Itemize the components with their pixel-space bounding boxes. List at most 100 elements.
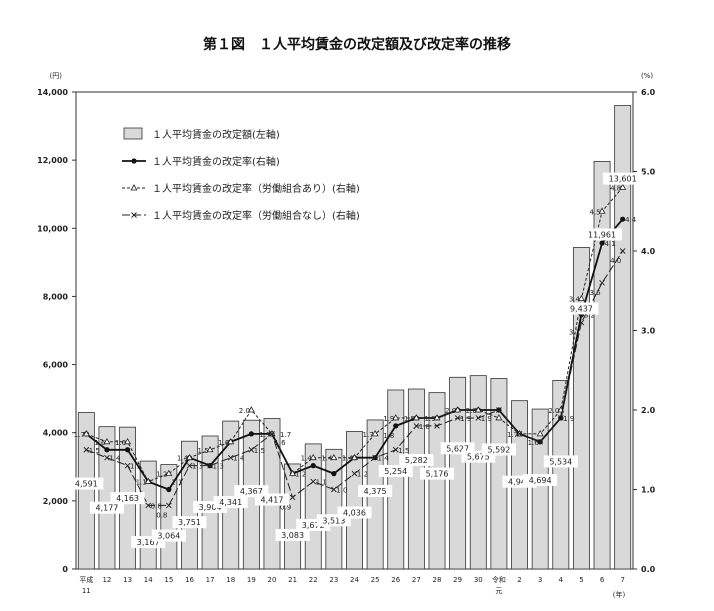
- x-axis-unit: (年): [613, 590, 626, 599]
- line-marker-triangle: [144, 477, 152, 484]
- rate-label: 1.4: [321, 455, 333, 463]
- line-marker-solid: [166, 486, 172, 493]
- line-marker-solid: [599, 240, 605, 246]
- bar-value-label: 5,675: [467, 453, 490, 462]
- bar-value-label: 4,177: [95, 504, 118, 513]
- rate-label: 1.6: [218, 439, 230, 447]
- rate-label: 1.7: [280, 431, 291, 439]
- legend-label: １人平均賃金の改定率（労働組合あり）(右軸): [152, 182, 360, 195]
- bar-value-label: 3,672: [302, 521, 325, 530]
- rate-label: 1.5: [398, 447, 409, 455]
- line-marker-x: [289, 494, 296, 501]
- bar: [490, 378, 508, 570]
- line-marker-x: [557, 415, 564, 421]
- x-tick-label: 4: [559, 576, 564, 584]
- bar-value-label-bg: [337, 506, 372, 519]
- rate-label: 0.9: [280, 503, 291, 511]
- bar: [428, 392, 446, 570]
- line-marker-x: [269, 431, 275, 437]
- bar-value-label-bg: [193, 500, 228, 513]
- rate-label: 1.4: [177, 455, 189, 463]
- bar-value-label-bg: [481, 443, 516, 456]
- x-tick-label: 19: [247, 576, 256, 584]
- right-axis-tick-label: 4.0: [641, 247, 656, 256]
- x-tick-label: 25: [371, 576, 380, 584]
- right-axis-tick-label: 5.0: [641, 168, 656, 177]
- line-marker-x: [619, 248, 626, 254]
- left-axis-tick-label: 10,000: [37, 224, 68, 233]
- right-axis-tick-label: 3.0: [641, 327, 656, 336]
- bar-value-label: 4,036: [343, 508, 366, 517]
- rate-label: 2.0: [466, 407, 477, 415]
- x-tick-label: 13: [123, 576, 132, 584]
- bar-value-label: 3,064: [157, 532, 180, 541]
- rate-label: 1.3: [213, 463, 224, 471]
- legend-swatch-bar: [123, 127, 143, 140]
- bar-value-label: 5,627: [446, 444, 469, 453]
- bar-value-label: 4,375: [364, 487, 387, 496]
- line-marker-x: [207, 462, 213, 469]
- bar-value-label-bg: [420, 467, 455, 480]
- x-tick-label: 7: [620, 576, 624, 584]
- bar-value-label-bg: [172, 516, 207, 529]
- rate-label: 1.4: [233, 455, 245, 463]
- left-axis-tick-label: 14,000: [37, 88, 68, 97]
- rate-label: 2.0: [548, 407, 559, 415]
- line-marker-triangle: [206, 445, 214, 453]
- line-marker-x: [578, 319, 585, 326]
- bar-value-label-bg: [523, 474, 558, 487]
- rate-label: 4.8: [610, 184, 621, 192]
- bar-value-label-bg: [151, 529, 186, 542]
- rate-label: 1.1: [316, 479, 327, 487]
- left-axis-tick-label: 12,000: [37, 156, 68, 165]
- bar: [614, 105, 632, 570]
- right-axis-tick-label: 6.0: [641, 88, 656, 97]
- rate-label: 3.4: [569, 296, 581, 304]
- legend-label: １人平均賃金の改定額(左軸): [152, 128, 280, 141]
- bar: [469, 375, 487, 570]
- bar-value-label-bg: [69, 477, 104, 490]
- line-marker-x: [83, 446, 90, 453]
- line-marker-solid: [620, 216, 626, 222]
- right-axis-tick-label: 0.0: [641, 565, 656, 574]
- rate-label: 4.0: [610, 257, 621, 265]
- line-marker-x: [475, 415, 482, 421]
- x-tick-label: 23: [329, 576, 338, 584]
- line-marker-x: [124, 462, 131, 469]
- line-marker-triangle: [598, 207, 606, 214]
- x-tick-label: 26: [391, 576, 400, 584]
- rate-label: 1.8: [383, 432, 394, 440]
- legend-marker: [130, 184, 138, 191]
- x-tick-label: 30: [474, 576, 483, 584]
- x-tick-label: 平成: [79, 575, 93, 584]
- rate-label: 3.2: [584, 312, 595, 320]
- rate-label: 2.0: [445, 407, 456, 415]
- line-marker-x: [166, 502, 172, 509]
- line-marker-x: [331, 486, 337, 493]
- rate-label: 1.1: [136, 479, 147, 487]
- x-tick-label: 16: [185, 576, 194, 584]
- rate-label: 1.4: [378, 455, 390, 463]
- bar-value-label-bg: [564, 302, 599, 315]
- line-marker-triangle: [165, 469, 173, 477]
- rate-label: 4.5: [589, 208, 600, 216]
- right-axis-tick-label: 2.0: [641, 406, 656, 415]
- x-tick-label: 12: [102, 576, 111, 584]
- bar: [387, 389, 405, 570]
- bar-value-label-bg: [378, 464, 413, 477]
- bar-value-label: 4,940: [508, 478, 531, 487]
- rate-label: 1.7: [74, 431, 85, 439]
- bar-value-label: 4,591: [75, 480, 98, 489]
- bar-value-label: 3,167: [137, 538, 160, 547]
- bar-value-label-bg: [254, 493, 289, 506]
- line-marker-triangle: [474, 406, 482, 413]
- line-marker-x: [227, 454, 234, 461]
- line-marker-triangle: [227, 437, 235, 445]
- rate-label: 1.7: [363, 431, 374, 439]
- line-marker-x: [372, 454, 378, 461]
- left-axis-tick-label: 6,000: [43, 361, 69, 370]
- rate-label: 1.9: [481, 415, 492, 423]
- bar: [284, 463, 302, 570]
- line-marker-triangle: [536, 430, 544, 437]
- bar: [346, 431, 363, 570]
